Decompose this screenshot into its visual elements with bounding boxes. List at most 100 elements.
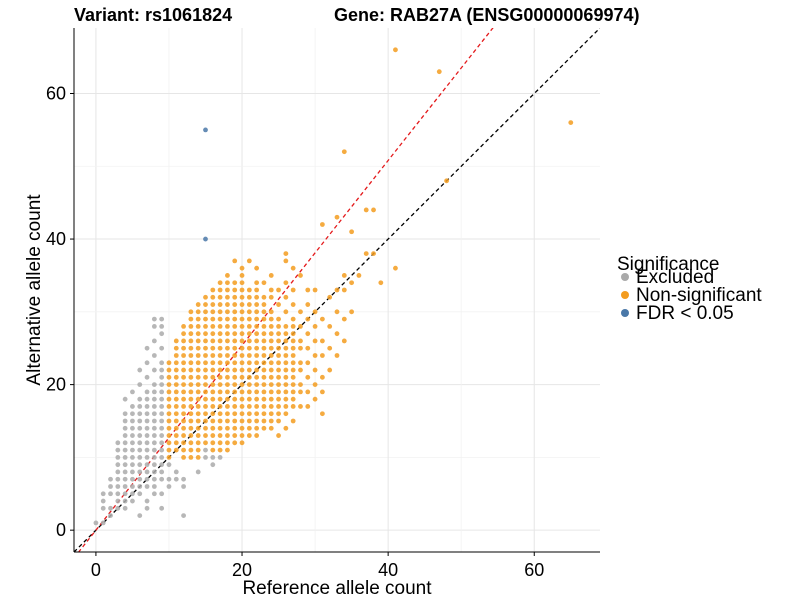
data-point: [151, 411, 157, 417]
data-point: [181, 513, 186, 519]
data-point: [312, 323, 318, 329]
data-point: [173, 433, 179, 438]
data-point: [225, 287, 230, 293]
data-point: [137, 484, 143, 489]
data-point: [239, 389, 245, 395]
data-point: [188, 425, 194, 431]
x-tick-label: 20: [232, 560, 252, 580]
data-point: [290, 374, 296, 380]
data-point: [188, 338, 194, 344]
data-point: [210, 411, 216, 417]
data-point: [246, 382, 252, 388]
data-point: [151, 440, 157, 446]
data-point: [195, 411, 201, 417]
data-point: [239, 294, 245, 300]
data-point: [130, 476, 135, 482]
data-point: [290, 345, 296, 351]
data-point: [159, 505, 165, 511]
data-point: [276, 331, 281, 337]
data-point: [349, 309, 355, 315]
data-point: [276, 418, 281, 424]
data-point: [159, 360, 165, 366]
data-point: [210, 462, 216, 468]
data-point: [173, 418, 179, 424]
data-point: [188, 396, 194, 402]
data-point: [239, 396, 245, 402]
data-point: [159, 425, 165, 431]
data-point: [203, 353, 208, 358]
data-point: [261, 353, 267, 358]
data-point: [122, 498, 128, 504]
data-point: [203, 440, 208, 446]
data-point: [312, 287, 318, 293]
data-point: [305, 302, 311, 307]
data-point: [363, 207, 369, 213]
data-point: [246, 374, 252, 380]
data-point: [115, 484, 121, 489]
data-point: [225, 418, 230, 424]
data-point: [312, 309, 318, 315]
data-point: [151, 396, 157, 402]
data-point: [327, 323, 333, 329]
data-point: [239, 418, 245, 424]
data-point: [203, 302, 208, 307]
data-point: [246, 309, 252, 315]
data-point: [254, 309, 260, 315]
data-point: [371, 251, 376, 257]
data-point: [159, 323, 165, 329]
data-point: [203, 323, 208, 329]
data-point: [173, 396, 179, 402]
data-point: [173, 404, 179, 409]
data-point: [225, 411, 230, 417]
data-point: [217, 367, 223, 373]
data-point: [268, 323, 274, 329]
data-point: [276, 382, 281, 388]
data-point: [173, 353, 179, 358]
data-point: [144, 404, 150, 409]
data-point: [181, 331, 186, 337]
data-point: [159, 345, 165, 351]
data-point: [137, 462, 143, 468]
data-point: [195, 353, 201, 358]
data-point: [130, 425, 135, 431]
legend-swatch-1: [621, 291, 629, 299]
data-point: [181, 418, 186, 424]
data-point: [195, 345, 201, 351]
data-point: [166, 440, 172, 446]
data-point: [151, 418, 157, 424]
data-point: [327, 367, 333, 373]
data-point: [305, 360, 311, 366]
data-point: [239, 323, 245, 329]
data-point: [181, 374, 186, 380]
data-point: [334, 287, 340, 293]
data-point: [181, 454, 186, 460]
data-point: [203, 374, 208, 380]
data-point: [232, 258, 238, 264]
chart-title-gene: Gene: RAB27A (ENSG00000069974): [334, 5, 639, 25]
data-point: [166, 425, 172, 431]
data-point: [276, 316, 281, 322]
data-point: [261, 338, 267, 344]
data-point: [159, 367, 165, 373]
data-point: [137, 367, 143, 373]
data-point: [254, 382, 260, 388]
data-point: [254, 360, 260, 366]
data-point: [276, 404, 281, 409]
data-point: [254, 302, 260, 307]
data-point: [290, 338, 296, 344]
data-point: [290, 382, 296, 388]
data-point: [210, 367, 216, 373]
data-point: [276, 338, 281, 344]
data-point: [137, 396, 143, 402]
data-point: [159, 374, 165, 380]
data-point: [217, 309, 223, 315]
data-point: [181, 360, 186, 366]
x-axis-ticks: 0 20 40 60: [91, 552, 544, 580]
data-point: [225, 309, 230, 315]
data-point: [144, 345, 150, 351]
data-point: [276, 374, 281, 380]
data-point: [312, 338, 318, 344]
data-point: [159, 404, 165, 409]
data-point: [122, 440, 128, 446]
